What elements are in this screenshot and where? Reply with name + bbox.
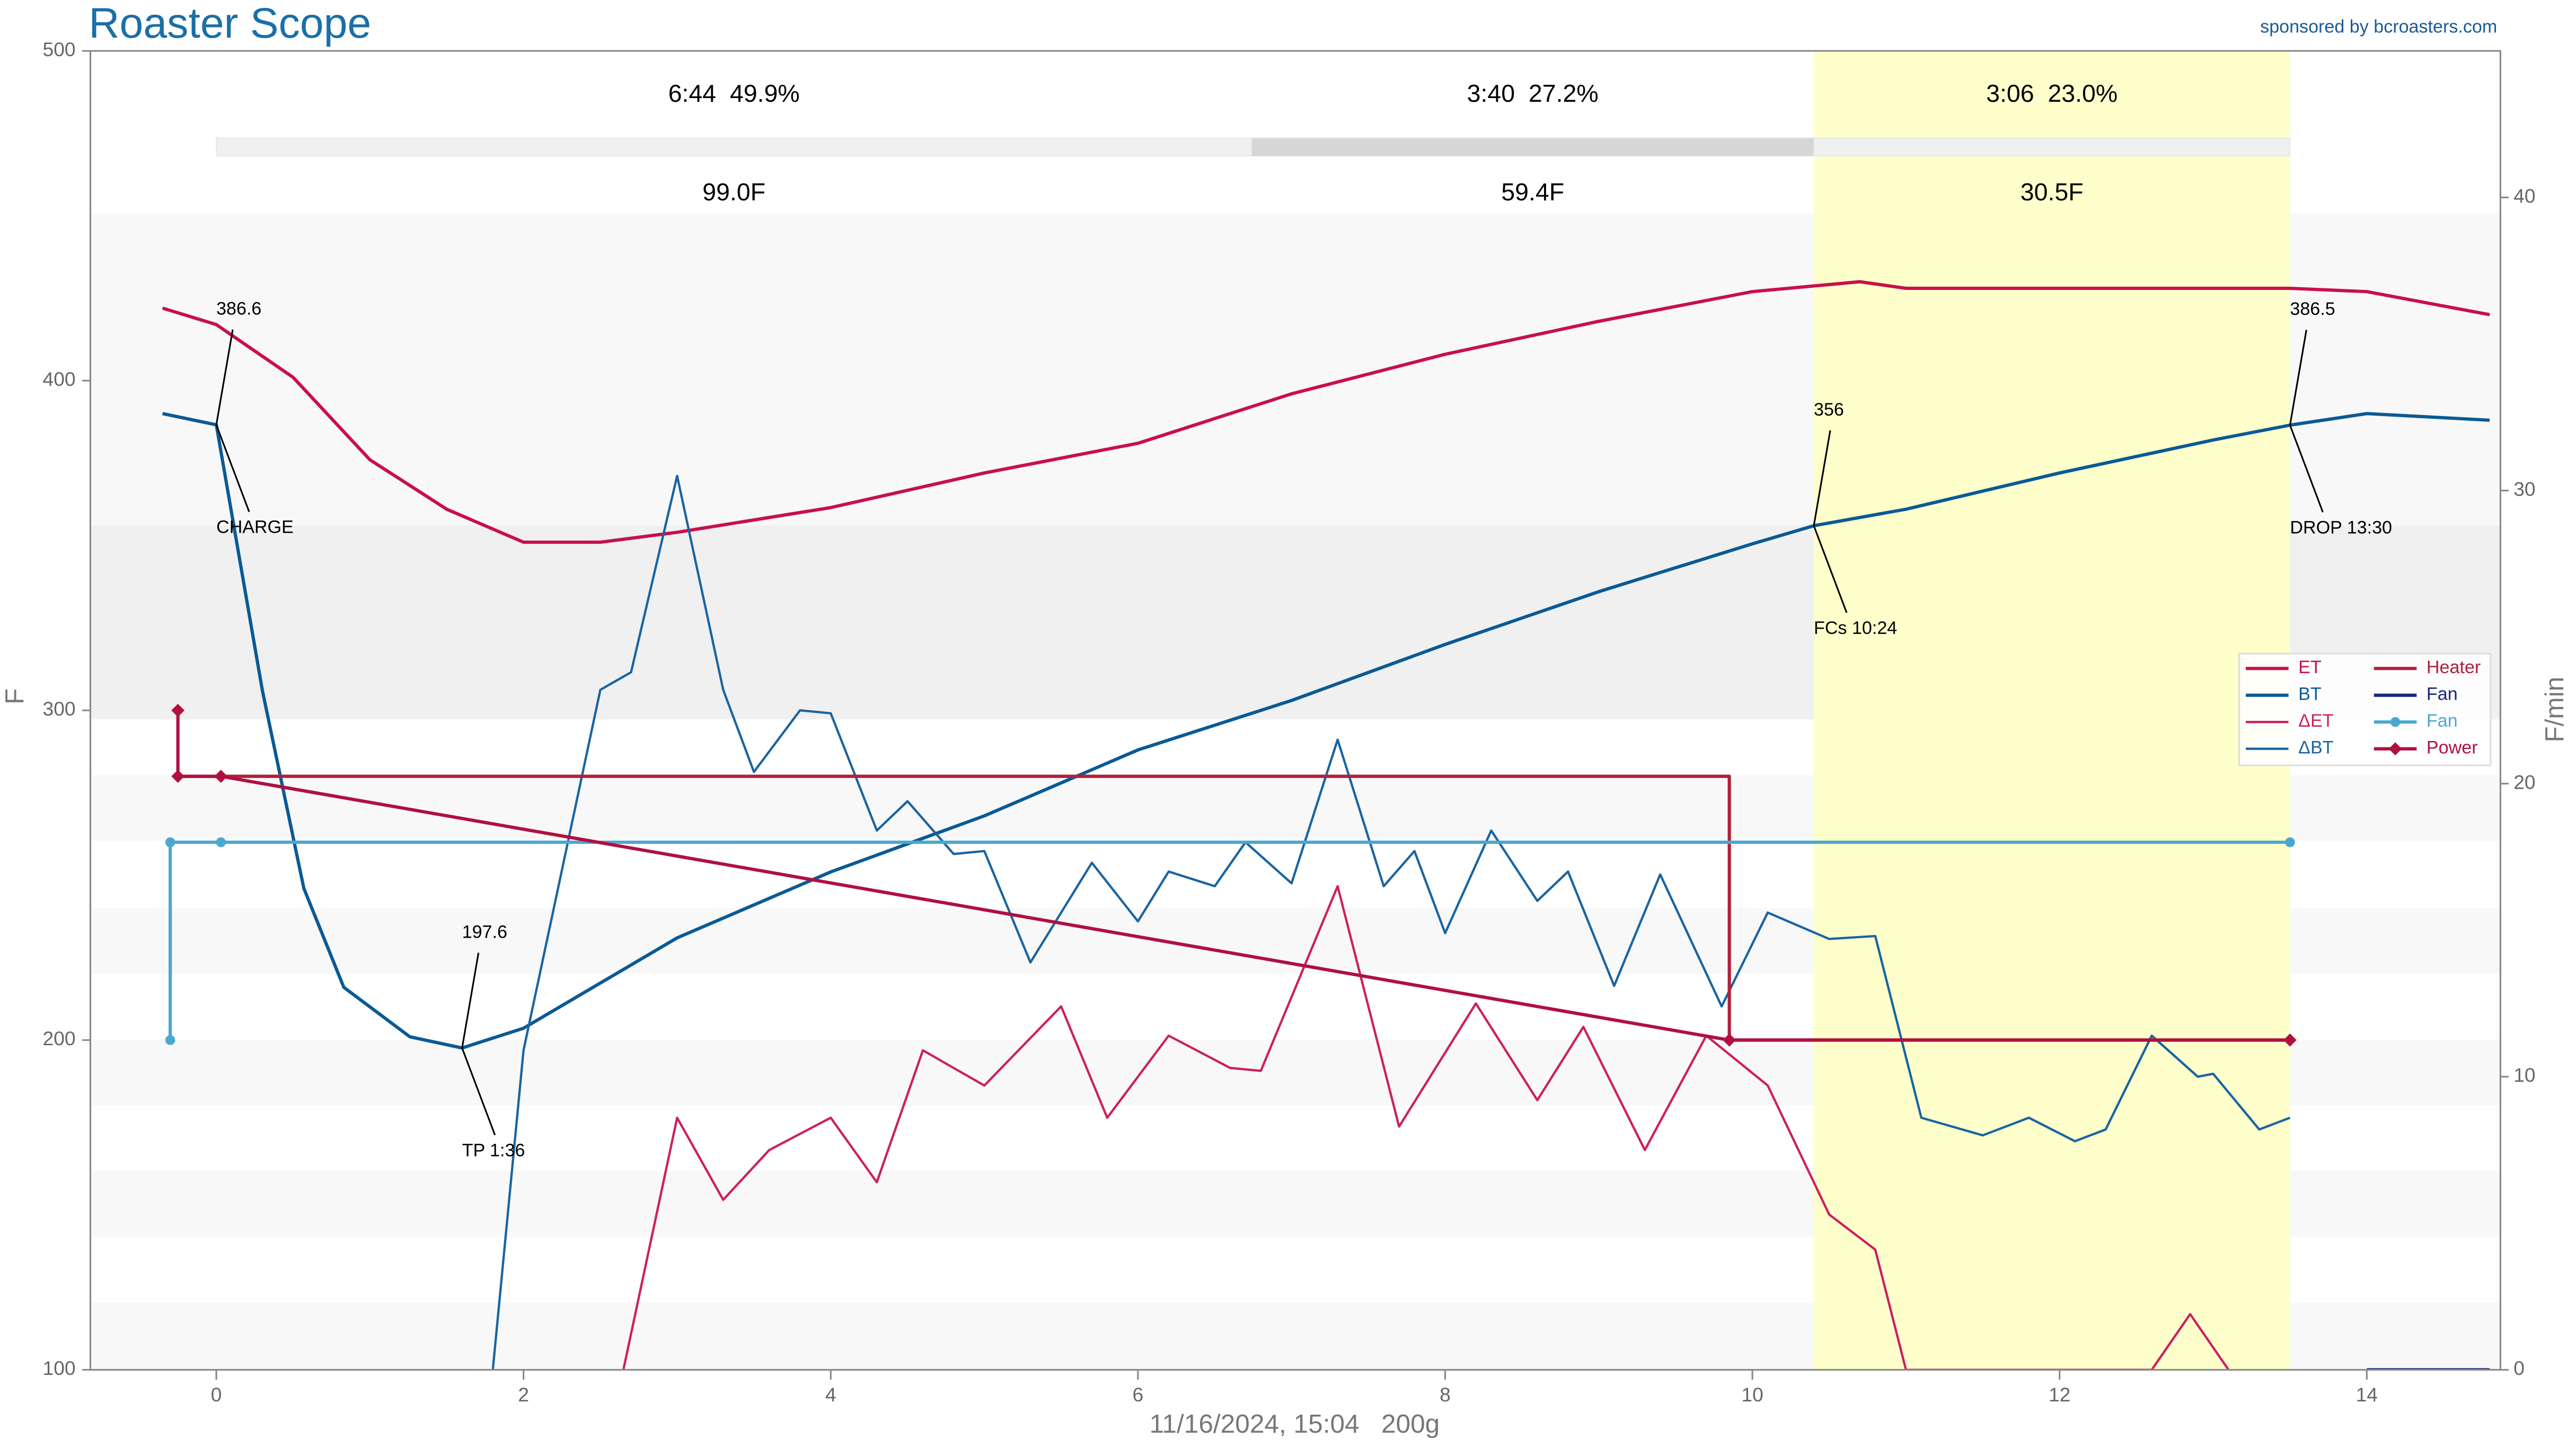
phase-bar xyxy=(1251,137,1814,157)
y-tick-label: 200 xyxy=(43,1027,76,1049)
plot-frame xyxy=(89,50,2501,1371)
annotation-leader xyxy=(461,1047,496,1135)
x-tick-label: 12 xyxy=(2049,1383,2070,1406)
annotation-value: 197.6 xyxy=(462,922,507,942)
legend-label: Fan xyxy=(2427,711,2458,731)
phase-bar xyxy=(1813,137,2291,157)
plot-area xyxy=(162,280,2490,1370)
series-marker xyxy=(216,837,226,848)
phase-label: 3:06 23.0% xyxy=(1986,80,2118,107)
subtitle: sponsored by bcroasters.com xyxy=(2260,17,2497,37)
series-marker xyxy=(1723,1033,1736,1047)
overlay: 6:44 49.9% 99.0F 3:40 27.2% 59.4F 3:06 23.0%… xyxy=(43,38,2536,1406)
series-line xyxy=(169,840,2290,1040)
legend-marker xyxy=(2388,742,2402,756)
x-tick-label: 6 xyxy=(1133,1383,1144,1406)
legend-label: ET xyxy=(2298,657,2322,677)
chart-title: Roaster Scope xyxy=(89,0,371,47)
series-marker xyxy=(165,837,175,848)
series-marker xyxy=(214,770,228,783)
series-line xyxy=(622,885,2230,1370)
x-tick-label: 2 xyxy=(518,1383,529,1406)
annotation-value: 356 xyxy=(1814,400,1844,420)
series-line xyxy=(162,412,2490,1050)
x-axis-label: 11/16/2024, 15:04 200g xyxy=(1150,1409,1440,1439)
y-tick-label: 400 xyxy=(43,368,76,390)
y2-tick-label: 0 xyxy=(2513,1357,2525,1379)
legend-label: Power xyxy=(2427,738,2478,758)
x-tick-label: 0 xyxy=(211,1383,222,1406)
phase-delta: 99.0F xyxy=(702,178,765,206)
y2-tick-label: 30 xyxy=(2513,478,2535,500)
legend-marker xyxy=(2390,717,2401,727)
annotation-leader xyxy=(2289,330,2307,426)
annotation-label: DROP 13:30 xyxy=(2290,517,2392,537)
annotation-leader xyxy=(1813,525,1848,613)
y2-axis-label: F/min xyxy=(2539,677,2569,743)
annotation-value: 386.5 xyxy=(2290,299,2335,319)
legend-label: Fan xyxy=(2427,684,2458,704)
y2-tick-label: 20 xyxy=(2513,771,2535,793)
annotation-value: 386.6 xyxy=(216,299,261,319)
phase-layer xyxy=(1814,51,2290,1370)
phase-delta: 30.5F xyxy=(2021,178,2084,206)
annotation-label: TP 1:36 xyxy=(462,1140,525,1160)
y2-tick-label: 40 xyxy=(2513,184,2535,207)
annotation-label: CHARGE xyxy=(216,517,294,537)
legend-label: BT xyxy=(2298,684,2322,704)
y-tick-label: 100 xyxy=(43,1357,76,1379)
series-marker xyxy=(165,1035,175,1045)
series-line xyxy=(491,474,2291,1370)
y2-tick-label: 10 xyxy=(2513,1064,2535,1086)
annotation-label: FCs 10:24 xyxy=(1814,618,1897,638)
series-marker xyxy=(2285,837,2295,848)
phase-label: 6:44 49.9% xyxy=(668,80,800,107)
x-tick-label: 14 xyxy=(2356,1383,2378,1406)
phase-delta: 59.4F xyxy=(1501,178,1564,206)
legend-label: ΔET xyxy=(2298,711,2334,731)
legend-label: ΔBT xyxy=(2298,738,2334,758)
annotation-leader xyxy=(2289,425,2324,513)
annotation-leader xyxy=(215,329,234,425)
y-axis-label: F xyxy=(0,689,29,704)
annotation-leader xyxy=(1813,430,1831,526)
y-tick-label: 500 xyxy=(43,38,76,60)
series-marker xyxy=(2283,1033,2297,1047)
annotation-leader xyxy=(461,952,480,1048)
annotation-leader xyxy=(215,424,250,513)
series-marker xyxy=(171,703,185,717)
series-marker xyxy=(171,770,185,783)
series-line xyxy=(162,280,2490,544)
legend: ET BT ΔET ΔBT Heater Fan Fan Power xyxy=(2238,652,2492,766)
phase-bar xyxy=(216,137,1252,157)
phase-highlight xyxy=(1814,51,2290,1370)
y-tick-label: 300 xyxy=(43,698,76,720)
legend-box xyxy=(2238,652,2492,766)
x-tick-label: 8 xyxy=(1440,1383,1451,1406)
x-tick-label: 10 xyxy=(1741,1383,1763,1406)
legend-label: Heater xyxy=(2427,657,2481,677)
x-tick-label: 4 xyxy=(825,1383,836,1406)
phase-label: 3:40 27.2% xyxy=(1467,80,1599,107)
